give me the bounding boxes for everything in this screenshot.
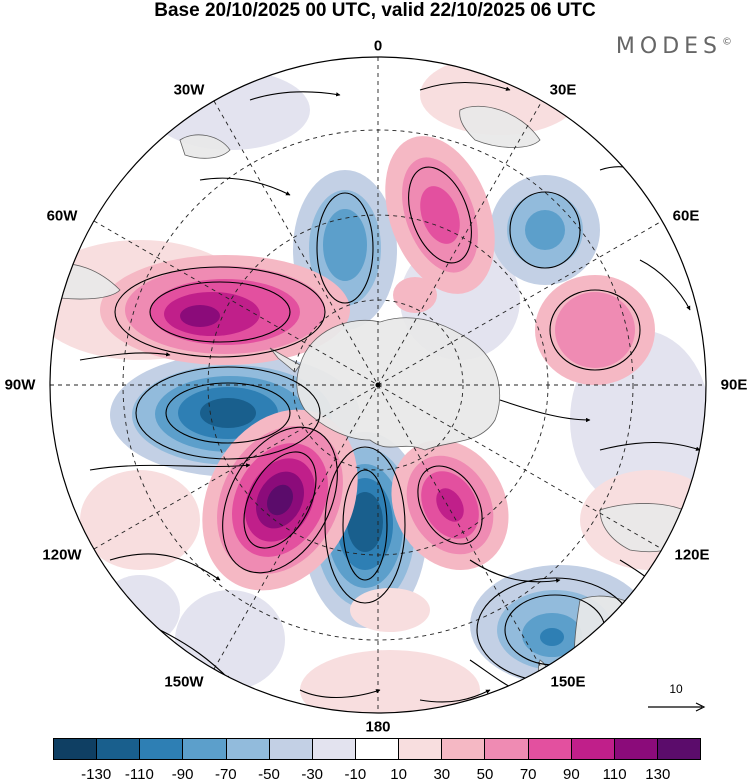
lon-label-30e: 30E [549, 81, 577, 99]
anomaly-high-160e [391, 440, 509, 570]
colorbar-tick-label: 70 [519, 766, 537, 783]
map-border [49, 56, 707, 714]
colorbar-tick-label: -50 [258, 766, 280, 783]
map-title: Base 20/10/2025 00 UTC, valid 22/10/2025… [154, 0, 596, 21]
colorbar-swatch [269, 739, 313, 759]
anomaly-low-150e [470, 565, 650, 685]
colorbar-tick-label: 130 [645, 766, 671, 783]
colorbar-tick-label: -130 [81, 766, 112, 783]
colorbar-tick-label: -90 [171, 766, 194, 783]
reference-vector-label: 10 [669, 682, 683, 696]
colorbar-tick-label: -110 [124, 766, 154, 783]
anomaly-high-15e [385, 136, 495, 294]
lon-label-120e: 120E [674, 546, 710, 564]
colorbar-tick-label: 50 [476, 766, 494, 783]
colorbar-tick-label: 90 [563, 766, 580, 783]
colorbar-swatch [528, 739, 572, 759]
colorbar-swatch [97, 739, 141, 759]
colorbar-swatch [657, 739, 701, 759]
colorbar-tick-label: 30 [433, 766, 451, 783]
lon-label-150e: 150E [550, 673, 586, 691]
lon-label-0: 0 [373, 37, 383, 55]
south-pole-marker [375, 382, 381, 388]
colorbar-swatch [485, 739, 529, 759]
colorbar-swatch [312, 739, 356, 759]
anomaly-field [50, 57, 706, 713]
colorbar-swatch [183, 739, 227, 759]
lon-label-90e: 90E [720, 376, 748, 394]
copyright-mark: © [722, 36, 732, 48]
colorbar-swatch [226, 739, 270, 759]
lon-label-60e: 60E [672, 207, 700, 225]
colorbar-swatch [140, 739, 184, 759]
colorbar-swatch [571, 739, 615, 759]
colorbar-tick-label: 10 [390, 766, 407, 783]
wind-streamlines [79, 81, 701, 703]
lon-label-180: 180 [365, 718, 391, 736]
lon-label-150w: 150W [164, 673, 204, 691]
colorbar-swatch [54, 739, 98, 759]
colorbar-tick-label: -70 [214, 766, 237, 783]
colorbar-swatch [614, 739, 658, 759]
anomaly-high-75e [535, 275, 655, 385]
colorbar-swatch [355, 739, 400, 759]
brand-name: MODES [615, 34, 722, 59]
colorbar-swatch [399, 739, 443, 759]
anomaly-high-140w [202, 409, 358, 591]
brand-logo: MODES© [616, 34, 732, 59]
lon-label-30w: 30W [173, 81, 205, 99]
lon-label-90w: 90W [4, 376, 36, 394]
colorbar-swatch [442, 739, 486, 759]
reference-vector-arrow [648, 702, 706, 712]
colorbar-tick-label: 110 [602, 766, 627, 783]
colorbar [53, 738, 701, 760]
lon-label-120w: 120W [42, 546, 82, 564]
anomaly-low-45e [490, 175, 600, 285]
lon-label-60w: 60W [46, 207, 78, 225]
colorbar-tick-label: -10 [344, 766, 367, 783]
colorbar-tick-label: -30 [301, 766, 324, 783]
